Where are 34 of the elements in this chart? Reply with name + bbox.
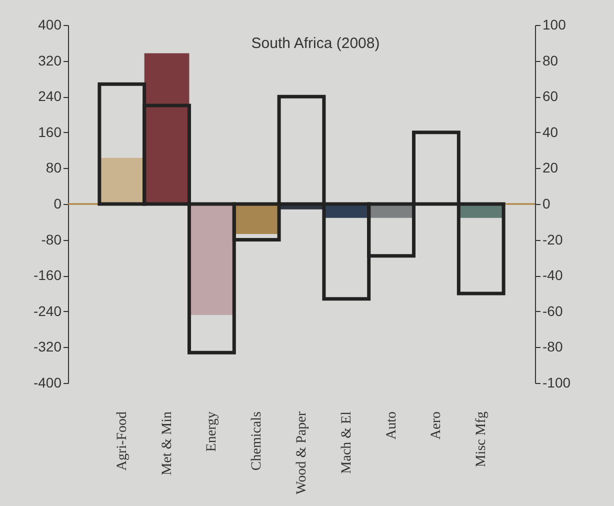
y2-tick-label: 0 (542, 196, 550, 212)
y-tick-label: -80 (41, 231, 62, 248)
y-tick-label: -400 (33, 374, 62, 390)
x-tick-label: Energy (204, 412, 220, 452)
y2-tick-label: 100 (542, 16, 566, 32)
y-tick-label: 400 (38, 16, 62, 32)
y-tick-label: -320 (33, 338, 62, 355)
y2-tick-label: -100 (542, 374, 571, 390)
bar (144, 53, 190, 204)
x-tick-label: Auto (384, 412, 400, 440)
y2-tick-label: 60 (542, 88, 558, 104)
y-tick-label: 80 (46, 160, 62, 176)
y-tick-label: 160 (38, 124, 62, 140)
y2-tick-label: 40 (542, 124, 558, 140)
y2-tick-label: -60 (542, 302, 563, 319)
bar (189, 204, 234, 315)
text: South Africa (2008) (251, 35, 380, 52)
x-tick-label: Chemicals (250, 412, 265, 471)
x-tick-label: Mach & El (339, 411, 354, 474)
y2-tick-label: 80 (542, 52, 558, 68)
y-tick-label: 240 (38, 88, 62, 104)
y2-tick-label: 20 (542, 160, 558, 176)
y2-tick-label: -40 (542, 267, 563, 284)
y-tick-label: -240 (33, 302, 62, 319)
y-tick-label: 0 (54, 196, 62, 212)
y-tick-label: -160 (33, 267, 62, 284)
x-tick-label: Agri-Food (114, 412, 130, 471)
x-tick-label: Aero (429, 412, 444, 440)
y2-tick-label: -80 (542, 338, 563, 355)
y-tick-label: 320 (38, 52, 62, 68)
x-tick-label: Met & Min (160, 412, 175, 476)
y2-tick-label: -20 (542, 231, 563, 248)
x-tick-label: Wood & Paper (294, 411, 310, 494)
x-tick-label: Misc Mfg (474, 412, 490, 468)
